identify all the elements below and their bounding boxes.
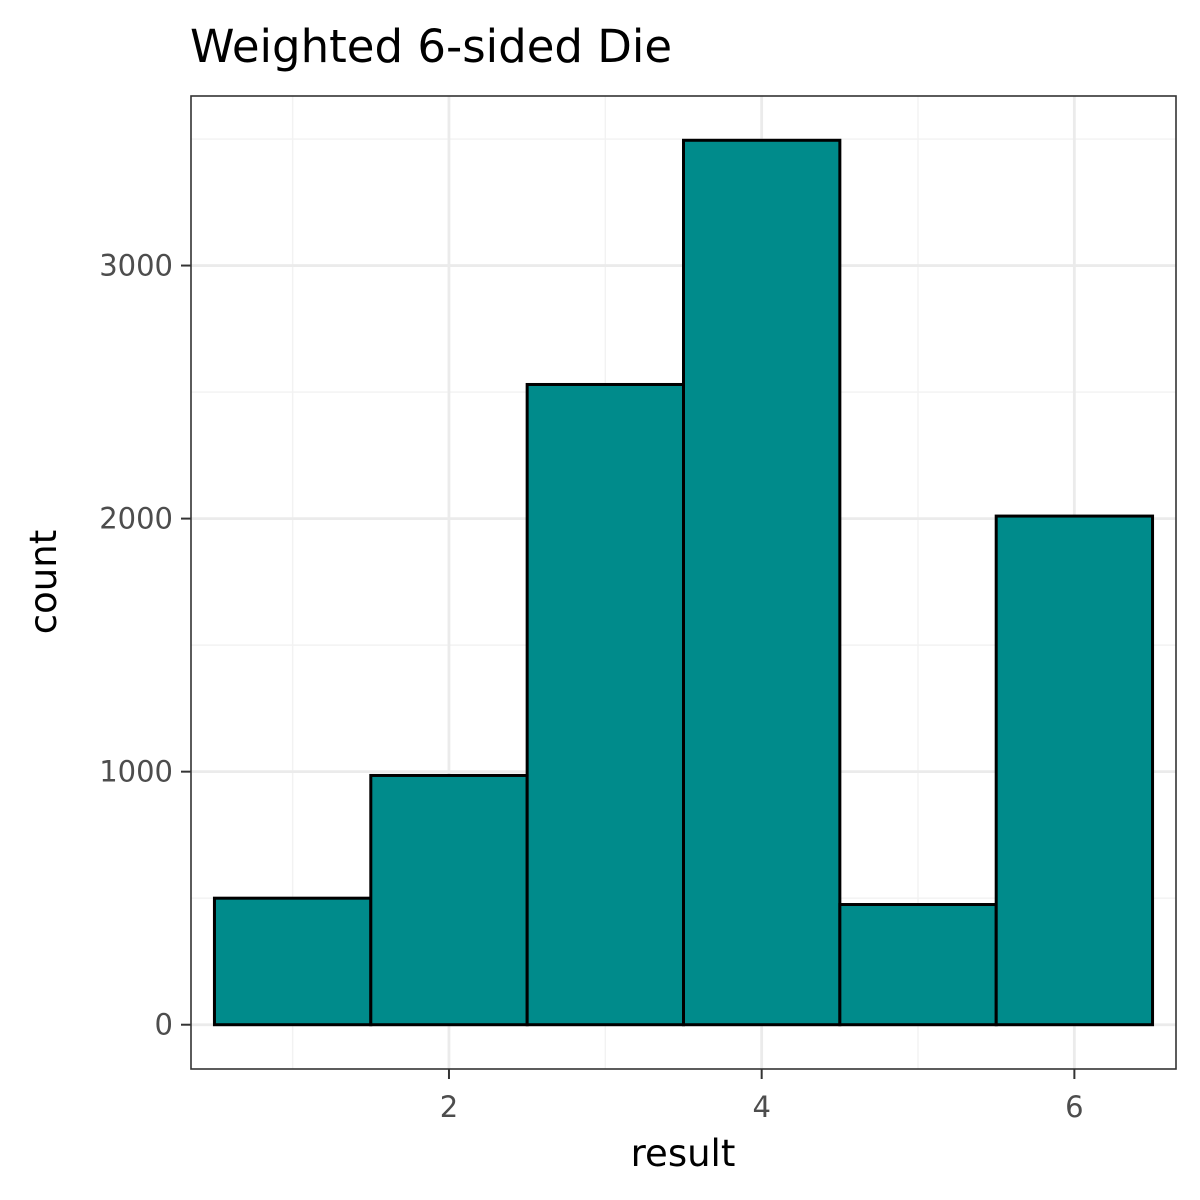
x-axis-title: result	[631, 1132, 736, 1175]
bar-result-4	[682, 138, 842, 1027]
y-tick-label: 1000	[99, 755, 173, 789]
x-tick-label: 6	[1065, 1090, 1083, 1124]
x-tick-label: 4	[752, 1090, 770, 1124]
x-tick-label: 2	[440, 1090, 458, 1124]
y-axis-title: count	[22, 530, 65, 634]
y-tick-label: 0	[155, 1008, 173, 1042]
axis-tick-labels: 0 1000 2000 3000 2 4 6	[99, 249, 1083, 1124]
bars	[212, 138, 1155, 1027]
axis-ticks	[181, 264, 1076, 1079]
chart-title: Weighted 6-sided Die	[190, 20, 672, 73]
bar-result-1	[212, 896, 373, 1027]
bar-result-3	[525, 382, 686, 1027]
bar-result-5	[838, 903, 998, 1027]
y-tick-label: 2000	[99, 502, 173, 536]
y-tick-label: 3000	[99, 249, 173, 283]
panel-border	[190, 95, 1177, 1070]
bar-result-6	[994, 514, 1155, 1027]
bar-result-2	[369, 773, 529, 1027]
